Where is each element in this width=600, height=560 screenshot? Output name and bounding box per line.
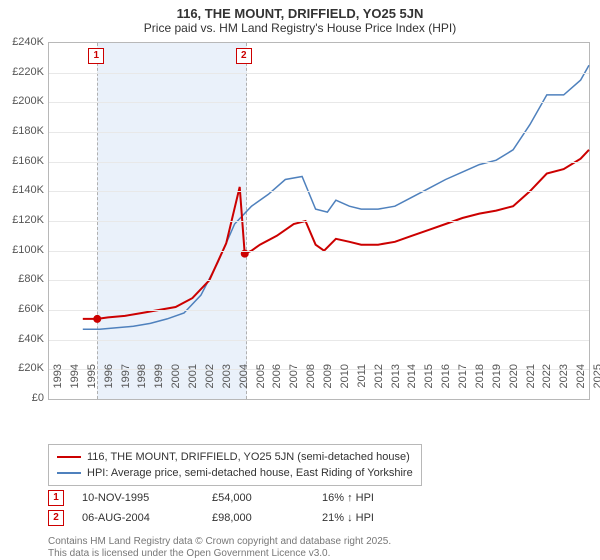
gridline	[49, 162, 589, 163]
sale-price: £98,000	[212, 512, 322, 524]
sale-marker-2: 2	[236, 48, 252, 64]
gridline	[49, 73, 589, 74]
y-axis-label: £0	[0, 392, 44, 404]
y-axis-label: £60K	[0, 303, 44, 315]
x-axis-label: 2013	[390, 364, 402, 404]
x-axis-label: 2014	[406, 364, 418, 404]
x-axis-label: 2018	[474, 364, 486, 404]
x-axis-label: 2007	[288, 364, 300, 404]
chart-title: 116, THE MOUNT, DRIFFIELD, YO25 5JN	[0, 0, 600, 21]
sale-delta: 16% ↑ HPI	[322, 492, 374, 504]
legend-label: HPI: Average price, semi-detached house,…	[87, 465, 413, 481]
x-axis-label: 2024	[575, 364, 587, 404]
y-axis-label: £40K	[0, 333, 44, 345]
x-axis-label: 2010	[339, 364, 351, 404]
gridline	[49, 102, 589, 103]
sale-point	[93, 315, 101, 323]
x-axis-label: 1997	[120, 364, 132, 404]
x-axis-label: 2012	[373, 364, 385, 404]
x-axis-label: 2022	[541, 364, 553, 404]
gridline	[49, 221, 589, 222]
x-axis-label: 1998	[136, 364, 148, 404]
x-axis-label: 2002	[204, 364, 216, 404]
x-axis-label: 1999	[153, 364, 165, 404]
x-axis-label: 2005	[255, 364, 267, 404]
sale-price: £54,000	[212, 492, 322, 504]
sale-marker-inline: 1	[48, 490, 64, 506]
x-axis-label: 2023	[558, 364, 570, 404]
sale-date: 10-NOV-1995	[82, 492, 212, 504]
sale-row-1: 1 10-NOV-1995£54,00016% ↑ HPI	[48, 490, 374, 506]
x-axis-label: 2016	[440, 364, 452, 404]
y-axis-label: £80K	[0, 273, 44, 285]
y-axis-label: £140K	[0, 184, 44, 196]
y-axis-label: £20K	[0, 362, 44, 374]
x-axis-label: 2019	[491, 364, 503, 404]
chart-subtitle: Price paid vs. HM Land Registry's House …	[0, 21, 600, 39]
x-axis-label: 2017	[457, 364, 469, 404]
footnote-line-2: This data is licensed under the Open Gov…	[48, 548, 391, 560]
sale-row-2: 2 06-AUG-2004£98,00021% ↓ HPI	[48, 510, 374, 526]
x-axis-label: 1995	[86, 364, 98, 404]
footnote: Contains HM Land Registry data © Crown c…	[48, 536, 391, 560]
x-axis-label: 1996	[103, 364, 115, 404]
legend-row: HPI: Average price, semi-detached house,…	[57, 465, 413, 481]
legend-swatch	[57, 456, 81, 458]
x-axis-label: 2004	[238, 364, 250, 404]
x-axis-label: 2003	[221, 364, 233, 404]
sale-marker-inline: 2	[48, 510, 64, 526]
gridline	[49, 191, 589, 192]
x-axis-label: 2000	[170, 364, 182, 404]
x-axis-label: 2011	[356, 364, 368, 404]
footnote-line-1: Contains HM Land Registry data © Crown c…	[48, 536, 391, 548]
gridline	[49, 251, 589, 252]
x-axis-label: 2015	[423, 364, 435, 404]
x-axis-label: 1994	[69, 364, 81, 404]
gridline	[49, 280, 589, 281]
x-axis-label: 2001	[187, 364, 199, 404]
y-axis-label: £160K	[0, 155, 44, 167]
gridline	[49, 132, 589, 133]
y-axis-label: £120K	[0, 214, 44, 226]
x-axis-label: 2008	[305, 364, 317, 404]
y-axis-label: £220K	[0, 66, 44, 78]
hpi-line	[83, 65, 589, 329]
x-axis-label: 2006	[271, 364, 283, 404]
x-axis-label: 2020	[508, 364, 520, 404]
property-line	[83, 150, 589, 319]
sale-date: 06-AUG-2004	[82, 512, 212, 524]
legend-row: 116, THE MOUNT, DRIFFIELD, YO25 5JN (sem…	[57, 449, 413, 465]
y-axis-label: £180K	[0, 125, 44, 137]
plot-area	[48, 42, 590, 400]
x-axis-label: 1993	[52, 364, 64, 404]
legend-swatch	[57, 472, 81, 474]
gridline	[49, 340, 589, 341]
x-axis-label: 2021	[525, 364, 537, 404]
legend: 116, THE MOUNT, DRIFFIELD, YO25 5JN (sem…	[48, 444, 422, 486]
sale-marker-1: 1	[88, 48, 104, 64]
x-axis-label: 2025	[592, 364, 600, 404]
chart-container: 116, THE MOUNT, DRIFFIELD, YO25 5JN Pric…	[0, 0, 600, 560]
y-axis-label: £100K	[0, 244, 44, 256]
gridline	[49, 310, 589, 311]
sale-delta: 21% ↓ HPI	[322, 512, 374, 524]
x-axis-label: 2009	[322, 364, 334, 404]
y-axis-label: £200K	[0, 95, 44, 107]
y-axis-label: £240K	[0, 36, 44, 48]
legend-label: 116, THE MOUNT, DRIFFIELD, YO25 5JN (sem…	[87, 449, 410, 465]
